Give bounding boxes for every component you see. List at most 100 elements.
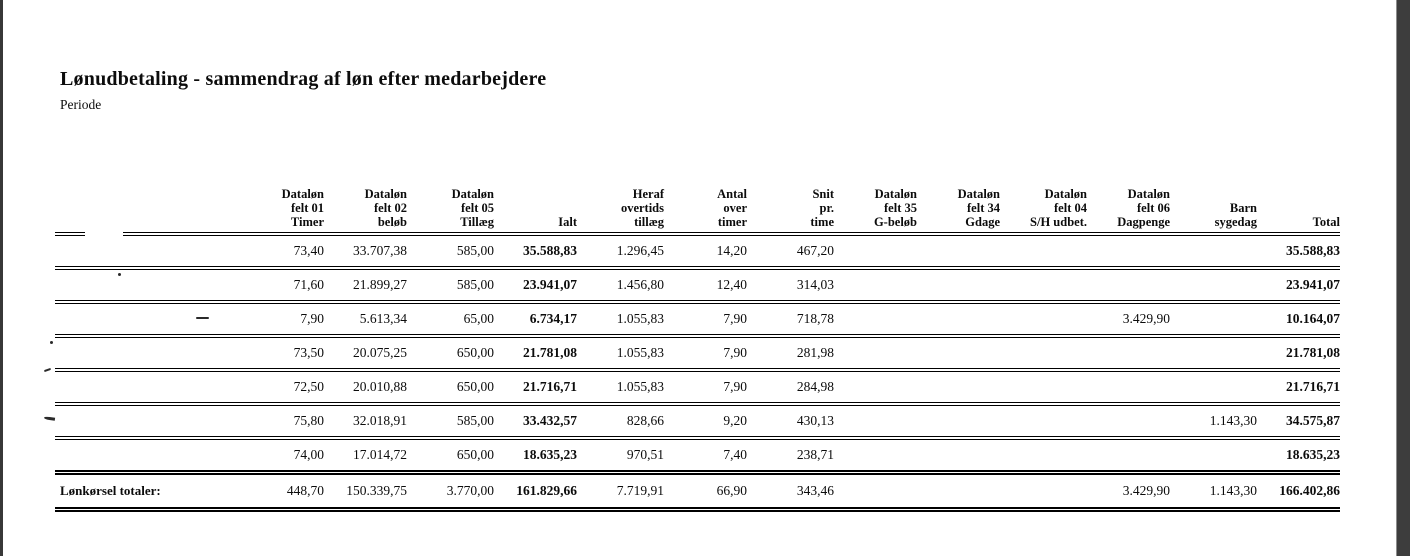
cell-dagpenge <box>1087 438 1170 475</box>
header-felt02-belob: Dataløn felt 02 beløb <box>324 181 407 236</box>
cell-belob: 20.010,88 <box>324 370 407 406</box>
employee-row: 75,80 32.018,91 585,00 33.432,57 828,66 9,20 4… <box>55 404 1340 440</box>
cell-g-belob <box>834 438 917 475</box>
totals-gdage <box>917 472 1000 512</box>
totals-antal-over: 66,90 <box>664 472 747 512</box>
cell-heraf-overtids: 1.055,83 <box>577 370 664 406</box>
cell-heraf-overtids: 1.055,83 <box>577 336 664 372</box>
cell-timer: 7,90 <box>230 302 324 338</box>
cell-snit-pr-time: 314,03 <box>747 268 834 304</box>
cell-gdage <box>917 404 1000 440</box>
cell-belob: 20.075,25 <box>324 336 407 372</box>
header-felt06-dagpenge: Dataløn felt 06 Dagpenge <box>1087 181 1170 236</box>
cell-timer: 71,60 <box>230 268 324 304</box>
employee-row: 74,00 17.014,72 650,00 18.635,23 970,51 7,40 2… <box>55 438 1340 475</box>
cell-timer: 75,80 <box>230 404 324 440</box>
cell-barn-sygedag <box>1170 234 1257 270</box>
cell-gdage <box>917 268 1000 304</box>
cell-gdage <box>917 336 1000 372</box>
totals-sh-udbet <box>1000 472 1087 512</box>
cell-ialt: 21.716,71 <box>494 370 577 406</box>
cell-barn-sygedag <box>1170 302 1257 338</box>
cell-gdage <box>917 302 1000 338</box>
header-barn-sygedag: Barn sygedag <box>1170 181 1257 236</box>
table-totals-row: Lønkørsel totaler: 448,70 150.339,75 3.7… <box>55 472 1340 512</box>
cell-total: 21.716,71 <box>1257 370 1340 406</box>
cell-sh-udbet <box>1000 302 1087 338</box>
totals-ialt: 161.829,66 <box>494 472 577 512</box>
cell-dagpenge <box>1087 404 1170 440</box>
header-snit-pr-time: Snit pr. time <box>747 181 834 236</box>
cell-tillaeg: 585,00 <box>407 404 494 440</box>
cell-antal-over: 7,90 <box>664 370 747 406</box>
cell-tillaeg: 585,00 <box>407 234 494 270</box>
cell-sh-udbet <box>1000 268 1087 304</box>
cell-snit-pr-time: 430,13 <box>747 404 834 440</box>
cell-timer: 72,50 <box>230 370 324 406</box>
redaction-gap <box>113 289 143 299</box>
cell-ialt: 35.588,83 <box>494 234 577 270</box>
header-felt34-gdage: Dataløn felt 34 Gdage <box>917 181 1000 236</box>
viewer-right-edge-bar <box>1396 0 1410 556</box>
cell-ialt: 6.734,17 <box>494 302 577 338</box>
cell-antal-over: 7,40 <box>664 438 747 475</box>
header-antal-over-timer: Antal over timer <box>664 181 747 236</box>
cell-heraf-overtids: 1.296,45 <box>577 234 664 270</box>
cell-barn-sygedag <box>1170 336 1257 372</box>
redaction-gap <box>77 441 94 446</box>
redaction-gap <box>67 407 202 418</box>
scan-speck <box>43 416 56 421</box>
redaction-gap <box>85 226 123 240</box>
cell-barn-sygedag <box>1170 370 1257 406</box>
scan-speck <box>43 367 52 373</box>
employee-row: 7,90 5.613,34 65,00 6.734,17 1.055,83 7,90 718… <box>55 302 1340 338</box>
cell-barn-sygedag <box>1170 268 1257 304</box>
cell-antal-over: 14,20 <box>664 234 747 270</box>
cell-heraf-overtids: 1.456,80 <box>577 268 664 304</box>
cell-g-belob <box>834 234 917 270</box>
period-label: Periode <box>60 97 102 112</box>
table-body: 73,40 33.707,38 585,00 35.588,83 1.296,45 14,… <box>55 234 1340 475</box>
cell-ialt: 21.781,08 <box>494 336 577 372</box>
cell-sh-udbet <box>1000 438 1087 475</box>
cell-antal-over: 7,90 <box>664 336 747 372</box>
employee-name-cell-redacted <box>55 302 230 338</box>
cell-g-belob <box>834 302 917 338</box>
cell-barn-sygedag: 1.143,30 <box>1170 404 1257 440</box>
cell-total: 35.588,83 <box>1257 234 1340 270</box>
cell-snit-pr-time: 281,98 <box>747 336 834 372</box>
cell-antal-over: 12,40 <box>664 268 747 304</box>
cell-gdage <box>917 438 1000 475</box>
cell-ialt: 23.941,07 <box>494 268 577 304</box>
totals-snit-pr-time: 343,46 <box>747 472 834 512</box>
cell-snit-pr-time: 718,78 <box>747 302 834 338</box>
cell-dagpenge <box>1087 268 1170 304</box>
totals-tillaeg: 3.770,00 <box>407 472 494 512</box>
cell-tillaeg: 65,00 <box>407 302 494 338</box>
cell-tillaeg: 650,00 <box>407 336 494 372</box>
header-felt05-tillaeg: Dataløn felt 05 Tillæg <box>407 181 494 236</box>
cell-sh-udbet <box>1000 336 1087 372</box>
totals-timer: 448,70 <box>230 472 324 512</box>
header-felt01-timer: Dataløn felt 01 Timer <box>230 181 324 236</box>
cell-belob: 33.707,38 <box>324 234 407 270</box>
cell-total: 34.575,87 <box>1257 404 1340 440</box>
totals-g-belob <box>834 472 917 512</box>
cell-gdage <box>917 234 1000 270</box>
scan-speck <box>196 317 209 319</box>
cell-snit-pr-time: 284,98 <box>747 370 834 406</box>
cell-tillaeg: 585,00 <box>407 268 494 304</box>
table-header: Dataløn felt 01 Timer Dataløn felt 02 be… <box>55 181 1340 236</box>
payroll-summary-table: Dataløn felt 01 Timer Dataløn felt 02 be… <box>55 181 1340 512</box>
cell-timer: 73,40 <box>230 234 324 270</box>
cell-belob: 17.014,72 <box>324 438 407 475</box>
cell-dagpenge <box>1087 336 1170 372</box>
cell-heraf-overtids: 1.055,83 <box>577 302 664 338</box>
cell-g-belob <box>834 268 917 304</box>
cell-ialt: 33.432,57 <box>494 404 577 440</box>
cell-antal-over: 9,20 <box>664 404 747 440</box>
cell-sh-udbet <box>1000 370 1087 406</box>
header-felt35-g-belob: Dataløn felt 35 G-beløb <box>834 181 917 236</box>
cell-total: 21.781,08 <box>1257 336 1340 372</box>
employee-name-cell-redacted <box>55 336 230 372</box>
